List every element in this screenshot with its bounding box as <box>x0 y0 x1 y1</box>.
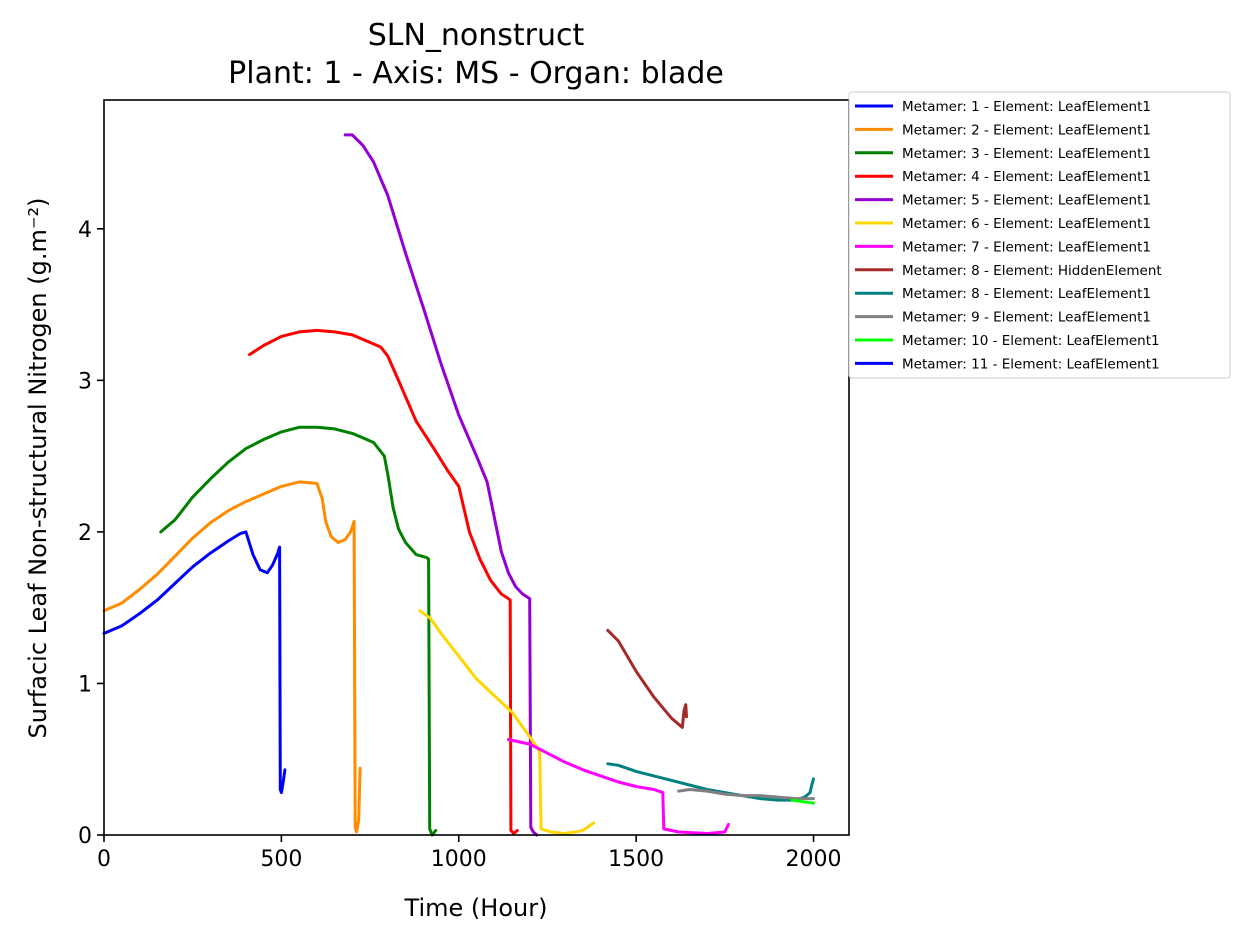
y-tick-label: 0 <box>78 824 92 849</box>
legend-entry: Metamer: 5 - Element: LeafElement1 <box>902 193 1151 209</box>
y-tick-label: 2 <box>78 521 92 546</box>
series-line-7 <box>506 738 730 835</box>
legend: Metamer: 1 - Element: LeafElement1 Metame… <box>848 91 1231 379</box>
legend-entry: Metamer: 7 - Element: LeafElement1 <box>902 239 1151 255</box>
series-line-8 <box>606 628 688 729</box>
legend-entry: Metamer: 9 - Element: LeafElement1 <box>902 310 1151 326</box>
chart-title: SLN_nonstruct <box>368 18 585 53</box>
x-tick-label: 1500 <box>608 847 664 872</box>
legend-entry: Metamer: 1 - Element: LeafElement1 <box>902 99 1151 115</box>
series-line-1 <box>102 530 287 795</box>
series-line-4 <box>248 328 519 835</box>
x-tick-label: 500 <box>260 847 302 872</box>
legend-entry: Metamer: 2 - Element: LeafElement1 <box>902 122 1151 138</box>
x-tick-label: 1000 <box>431 847 487 872</box>
series-line-6 <box>418 609 596 835</box>
x-tick-label: 2000 <box>786 847 842 872</box>
legend-frame <box>848 91 1231 379</box>
legend-entry: Metamer: 8 - Element: HiddenElement <box>902 263 1162 279</box>
legend-entry: Metamer: 6 - Element: LeafElement1 <box>902 216 1151 232</box>
x-tick-label: 0 <box>97 847 111 872</box>
x-axis-label: Time (Hour) <box>404 894 548 922</box>
legend-entry: Metamer: 10 - Element: LeafElement1 <box>902 333 1160 349</box>
y-tick-label: 4 <box>78 218 92 243</box>
plot-frame <box>103 99 850 836</box>
series-layer <box>102 133 815 837</box>
series-line-10 <box>677 788 815 801</box>
chart-subtitle: Plant: 1 - Axis: MS - Organ: blade <box>228 56 724 91</box>
series-line-5 <box>343 133 539 837</box>
legend-entry: Metamer: 4 - Element: LeafElement1 <box>902 169 1151 185</box>
series-line-3 <box>159 425 438 837</box>
series-line-11 <box>790 798 815 805</box>
ticks-layer: 0 500 1000 1500 2000 0 1 2 3 4 <box>78 218 842 872</box>
series-line-2 <box>102 480 362 834</box>
legend-entry: Metamer: 8 - Element: LeafElement1 <box>902 286 1151 302</box>
y-tick-label: 3 <box>78 369 92 394</box>
y-axis-label: Surfacic Leaf Non-structural Nitrogen (g… <box>24 198 52 739</box>
y-tick-label: 1 <box>78 672 92 697</box>
legend-entry: Metamer: 11 - Element: LeafElement1 <box>902 356 1160 372</box>
series-line-9 <box>606 762 815 802</box>
legend-entry: Metamer: 3 - Element: LeafElement1 <box>902 146 1151 162</box>
